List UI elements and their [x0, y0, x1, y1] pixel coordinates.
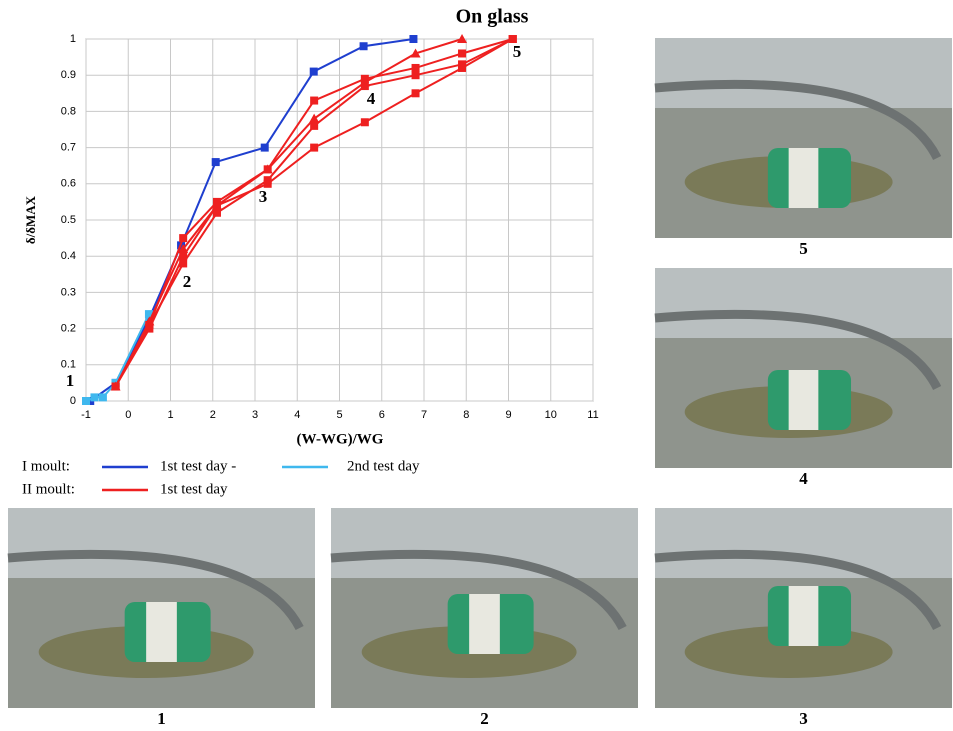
- annotation: 1: [66, 371, 75, 390]
- photo-tape: [788, 370, 819, 430]
- marker: [263, 179, 272, 188]
- marker: [457, 34, 468, 43]
- x-tick-label: 1: [167, 409, 173, 421]
- marker: [262, 164, 273, 174]
- x-tick-label: 11: [587, 409, 598, 421]
- marker: [360, 118, 369, 127]
- photo-glass: [655, 268, 952, 338]
- marker: [410, 48, 421, 58]
- x-tick-label: 3: [252, 409, 258, 421]
- marker: [145, 324, 154, 333]
- marker: [458, 49, 467, 58]
- x-tick-label: 7: [421, 409, 427, 421]
- series-line: [114, 38, 513, 388]
- annotation: 2: [183, 272, 192, 291]
- chart-title: On glass: [456, 6, 529, 28]
- x-tick-label: 8: [463, 409, 469, 421]
- y-tick-label: 0.8: [61, 105, 76, 117]
- marker: [86, 397, 95, 405]
- marker: [179, 234, 188, 243]
- y-tick-label: 0.2: [61, 323, 76, 335]
- marker: [179, 252, 188, 261]
- x-tick-label: 5: [336, 409, 342, 421]
- marker: [411, 71, 420, 80]
- marker: [409, 35, 418, 43]
- y-tick-label: 0.4: [61, 250, 76, 262]
- marker: [310, 96, 319, 105]
- photo-glass: [331, 508, 638, 578]
- annotation: 5: [513, 42, 522, 61]
- photo-glass: [8, 508, 315, 578]
- marker: [98, 393, 107, 402]
- marker: [309, 67, 318, 76]
- legend-label: 1st test day: [160, 481, 228, 497]
- marker: [360, 82, 369, 91]
- marker: [82, 397, 90, 405]
- photo-glass: [655, 38, 952, 108]
- y-tick-label: 0: [70, 395, 76, 407]
- y-tick-label: 0.5: [61, 214, 76, 226]
- x-tick-label: 10: [545, 409, 557, 421]
- y-tick-label: 0.9: [61, 69, 76, 81]
- marker: [310, 143, 319, 152]
- photo-caption: 4: [799, 469, 808, 488]
- photo-caption: 5: [799, 239, 808, 258]
- photo-rail: [654, 549, 942, 631]
- y-tick-label: 1: [70, 33, 76, 45]
- annotation: 3: [259, 187, 268, 206]
- photo-rail: [7, 549, 304, 631]
- marker: [111, 382, 120, 391]
- photo-tape: [469, 594, 500, 654]
- x-tick-label: 9: [505, 409, 511, 421]
- photo-caption: 2: [480, 709, 489, 728]
- y-tick-label: 0.3: [61, 286, 76, 298]
- photo-caption: 1: [157, 709, 166, 728]
- series-line: [114, 38, 514, 388]
- x-tick-label: 2: [210, 409, 216, 421]
- marker: [211, 158, 220, 167]
- photos: 5 4 1 2 3: [7, 38, 952, 728]
- legend-group: I moult:: [22, 458, 70, 474]
- marker: [260, 143, 269, 152]
- y-tick-label: 0.7: [61, 142, 76, 154]
- marker: [411, 89, 420, 98]
- legend-label: 2nd test day: [347, 458, 420, 474]
- marker: [508, 35, 517, 43]
- annotation: 4: [367, 89, 376, 108]
- marker: [310, 121, 319, 130]
- x-tick-label: 0: [125, 409, 131, 421]
- marker: [458, 63, 467, 72]
- marker: [90, 393, 99, 402]
- marker: [309, 113, 320, 123]
- photo-tape: [146, 602, 177, 662]
- marker: [359, 42, 368, 51]
- photo-tape: [788, 586, 819, 646]
- marker: [212, 201, 221, 210]
- x-tick-label: 6: [379, 409, 385, 421]
- photo-rail: [330, 549, 627, 631]
- y-tick-label: 0.6: [61, 178, 76, 190]
- marker: [411, 63, 420, 72]
- y-axis-label: δ/δMAX: [23, 195, 38, 244]
- marker: [179, 259, 188, 268]
- photo-glass: [655, 508, 952, 578]
- photo-caption: 3: [799, 709, 808, 728]
- photo-rail: [654, 309, 942, 391]
- legend-group: II moult:: [22, 481, 75, 497]
- x-tick-label: 4: [294, 409, 300, 421]
- x-tick-label: -1: [81, 409, 91, 421]
- x-axis-label: (W-WG)/WG: [297, 431, 384, 447]
- y-tick-label: 0.1: [61, 359, 76, 371]
- marker: [212, 208, 221, 217]
- legend-label: 1st test day -: [160, 458, 236, 474]
- photo-rail: [654, 79, 942, 161]
- photo-tape: [788, 148, 819, 208]
- marker: [144, 310, 153, 319]
